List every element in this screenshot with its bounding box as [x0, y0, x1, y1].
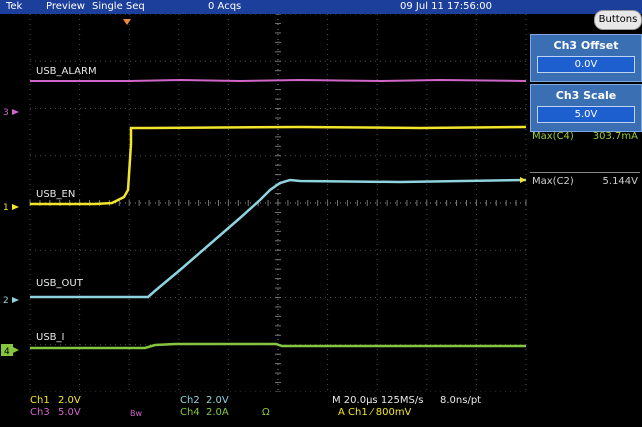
ch2-scale[interactable]: 2.0V	[206, 395, 229, 406]
ch3-scale-value[interactable]: 5.0V	[537, 106, 635, 123]
acquisition-mode-label: Single Seq	[92, 1, 145, 12]
trigger-position-marker[interactable]	[123, 19, 131, 25]
svg-text:2: 2	[3, 296, 9, 306]
ch3-scale-title: Ch3 Scale	[555, 89, 617, 102]
ch4-marker[interactable]: 4	[1, 344, 19, 357]
measurement-max-c4: Max(C4) 303.7mA	[532, 131, 638, 142]
measurement-divider	[530, 172, 640, 173]
trace-offscreen-arrow	[520, 177, 526, 183]
ch3-scale-panel[interactable]: Ch3 Scale 5.0V	[530, 84, 642, 132]
ch1-scale[interactable]: 2.0V	[58, 395, 81, 406]
ch3-scale[interactable]: 5.0V	[58, 407, 81, 418]
impedance-indicator: Ω	[262, 407, 270, 418]
measurement-label: Max(C4)	[532, 131, 574, 142]
measurement-max-c2: Max(C2) 5.144V	[532, 176, 638, 187]
ch4-name[interactable]: Ch4	[180, 407, 200, 418]
graticule	[29, 14, 527, 392]
timebase-readout[interactable]: M 20.0µs 125MS/s	[332, 395, 424, 406]
measurement-label: Max(C2)	[532, 176, 574, 187]
ch1-marker[interactable]: 1	[3, 203, 19, 213]
bandwidth-limit-indicator: Bw	[130, 409, 143, 418]
acquisition-count: 0 Acqs	[208, 1, 242, 12]
ch2-name[interactable]: Ch2	[180, 395, 200, 406]
trigger-readout[interactable]: A Ch1 ⁄ 800mV	[338, 407, 412, 418]
trace-label-usb-en: USB_EN	[36, 189, 75, 200]
ch3-offset-value[interactable]: 0.0V	[537, 56, 635, 73]
svg-text:4: 4	[4, 347, 10, 357]
buttons-button[interactable]: Buttons	[594, 10, 642, 30]
trace-usb-out	[30, 178, 527, 299]
channel-readout-bar: Ch1 2.0V Ch3 5.0V Bw Ch2 2.0V Ch4 2.0A Ω…	[0, 392, 528, 427]
svg-text:3: 3	[3, 108, 9, 118]
measurement-value: 5.144V	[602, 176, 638, 187]
ch3-offset-panel[interactable]: Ch3 Offset 0.0V	[530, 34, 642, 82]
ch3-offset-title: Ch3 Offset	[553, 39, 619, 52]
status-bar: Tek Preview Single Seq 0 Acqs 09 Jul 11 …	[0, 0, 642, 14]
ch3-name[interactable]: Ch3	[30, 407, 50, 418]
brand-label: Tek	[6, 1, 23, 12]
waveform-display: USB_ALARM USB_EN USB_OUT USB_I 3 1 2 4	[0, 14, 528, 392]
ch4-scale[interactable]: 2.0A	[206, 407, 229, 418]
svg-text:1: 1	[3, 203, 9, 213]
side-panel	[528, 14, 642, 427]
ch1-name[interactable]: Ch1	[30, 395, 50, 406]
trace-usb-i	[30, 342, 526, 350]
measurement-value: 303.7mA	[592, 131, 638, 142]
trace-label-usb-out: USB_OUT	[36, 278, 84, 289]
ch3-marker[interactable]: 3	[3, 108, 19, 118]
trace-label-usb-i: USB_I	[36, 332, 64, 343]
trace-usb-alarm	[30, 78, 527, 83]
trace-usb-en	[30, 125, 527, 206]
resolution-readout: 8.0ns/pt	[440, 395, 482, 406]
ch2-marker[interactable]: 2	[3, 296, 19, 306]
mode-label: Preview	[46, 1, 85, 12]
trace-label-usb-alarm: USB_ALARM	[36, 66, 97, 77]
datetime-label: 09 Jul 11 17:56:00	[400, 1, 492, 12]
